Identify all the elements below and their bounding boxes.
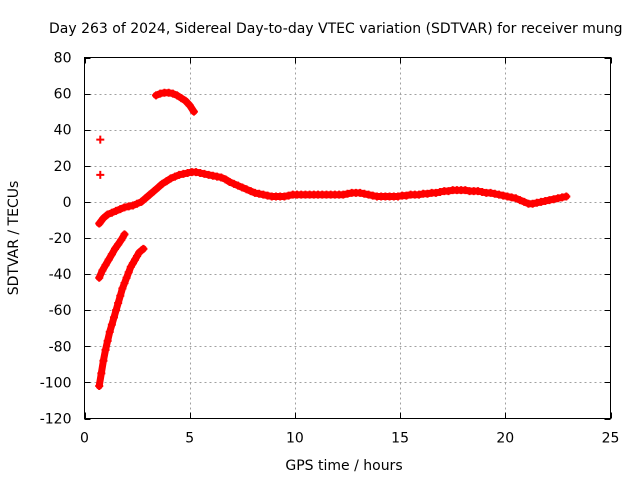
data-point-marker bbox=[103, 336, 112, 345]
x-tick-label: 15 bbox=[391, 431, 409, 447]
y-tick-label: -80 bbox=[49, 339, 72, 355]
series-isolated-points bbox=[96, 135, 105, 179]
data-point-marker bbox=[162, 177, 171, 186]
y-tick-label: -100 bbox=[40, 375, 72, 391]
data-point-marker bbox=[221, 175, 230, 184]
data-point-marker bbox=[124, 268, 133, 277]
data-point-marker bbox=[562, 192, 571, 201]
data-point-marker bbox=[107, 320, 116, 329]
data-point-marker bbox=[229, 179, 238, 188]
data-point-marker bbox=[112, 306, 121, 315]
data-points bbox=[95, 88, 571, 391]
data-point-marker bbox=[109, 313, 118, 322]
data-point-marker bbox=[189, 107, 198, 116]
data-point-marker bbox=[118, 284, 127, 293]
data-point-marker bbox=[166, 174, 175, 183]
data-point-marker bbox=[154, 183, 163, 192]
data-point-marker bbox=[177, 94, 186, 103]
data-point-marker bbox=[173, 91, 182, 100]
data-point-marker bbox=[105, 327, 114, 336]
data-point-marker bbox=[234, 181, 243, 190]
data-point-marker bbox=[96, 170, 105, 179]
tick-labels: 0 5 10 15 20 25 -120 -100 -80 -60 -40 -20 0 20 40 60 80 bbox=[40, 51, 620, 447]
data-point-marker bbox=[141, 194, 150, 203]
data-point-marker bbox=[128, 201, 137, 210]
data-point-marker bbox=[145, 190, 154, 199]
x-tick-label: 25 bbox=[602, 431, 620, 447]
y-tick-label: -40 bbox=[49, 267, 72, 283]
data-point-marker bbox=[99, 356, 108, 365]
data-point-marker bbox=[120, 279, 129, 288]
x-axis-title: GPS time / hours bbox=[285, 458, 402, 474]
data-point-marker bbox=[95, 219, 104, 228]
data-point-marker bbox=[133, 199, 142, 208]
data-point-marker bbox=[103, 210, 112, 219]
data-point-marker bbox=[117, 235, 126, 244]
data-point-marker bbox=[511, 194, 520, 203]
data-point-marker bbox=[238, 183, 247, 192]
grid-lines bbox=[84, 57, 611, 419]
data-point-marker bbox=[95, 273, 104, 282]
data-point-marker bbox=[97, 369, 106, 378]
y-tick-label: 80 bbox=[54, 51, 72, 67]
data-point-marker bbox=[114, 240, 123, 249]
x-tick-label: 0 bbox=[80, 431, 89, 447]
data-point-marker bbox=[99, 214, 108, 223]
data-point-marker bbox=[185, 101, 194, 110]
series-upper-arc bbox=[152, 88, 198, 116]
x-tick-label: 20 bbox=[496, 431, 514, 447]
series-trace bbox=[95, 168, 570, 228]
data-point-marker bbox=[114, 298, 123, 307]
data-point-marker bbox=[120, 230, 129, 239]
data-point-marker bbox=[152, 91, 161, 100]
data-point-marker bbox=[516, 196, 525, 205]
series-main-track bbox=[95, 168, 571, 228]
data-point-marker bbox=[242, 185, 251, 194]
data-point-marker bbox=[168, 89, 177, 98]
y-tick-label: 20 bbox=[54, 159, 72, 175]
data-point-marker bbox=[149, 187, 158, 196]
data-point-marker bbox=[139, 244, 148, 253]
x-tick-label: 5 bbox=[185, 431, 194, 447]
data-point-marker bbox=[137, 197, 146, 206]
data-point-marker bbox=[98, 266, 107, 275]
y-axis-title: SDTVAR / TECUs bbox=[6, 181, 22, 296]
data-point-marker bbox=[107, 208, 116, 217]
y-tick-label: 0 bbox=[63, 195, 72, 211]
y-tick-label: 60 bbox=[54, 87, 72, 103]
y-tick-label: 40 bbox=[54, 123, 72, 139]
data-point-marker bbox=[225, 178, 234, 187]
y-tick-label: -20 bbox=[49, 231, 72, 247]
data-point-marker bbox=[246, 187, 255, 196]
data-point-marker bbox=[520, 197, 529, 206]
data-point-marker bbox=[101, 261, 110, 270]
data-point-marker bbox=[111, 244, 120, 253]
y-tick-label: -120 bbox=[40, 412, 72, 428]
data-point-marker bbox=[112, 206, 121, 215]
data-point-marker bbox=[95, 382, 104, 391]
data-point-marker bbox=[122, 273, 131, 282]
series-descending-track-1 bbox=[95, 230, 129, 282]
y-tick-label: -60 bbox=[49, 303, 72, 319]
data-point-marker bbox=[104, 255, 113, 264]
data-point-marker bbox=[181, 96, 190, 105]
data-point-marker bbox=[107, 250, 116, 259]
data-point-marker bbox=[116, 205, 125, 214]
data-point-marker bbox=[158, 179, 167, 188]
axis-ticks bbox=[84, 57, 612, 420]
data-point-marker bbox=[170, 172, 179, 181]
series-trace bbox=[95, 245, 147, 390]
data-point-marker bbox=[116, 291, 125, 300]
series-descending-track-2 bbox=[95, 244, 148, 391]
x-tick-label: 10 bbox=[286, 431, 304, 447]
plot-frame bbox=[84, 57, 611, 419]
chart-title: Day 263 of 2024, Sidereal Day-to-day VTE… bbox=[49, 21, 623, 37]
data-point-marker bbox=[96, 135, 105, 144]
data-point-marker bbox=[217, 173, 226, 182]
data-point-marker bbox=[101, 345, 110, 354]
